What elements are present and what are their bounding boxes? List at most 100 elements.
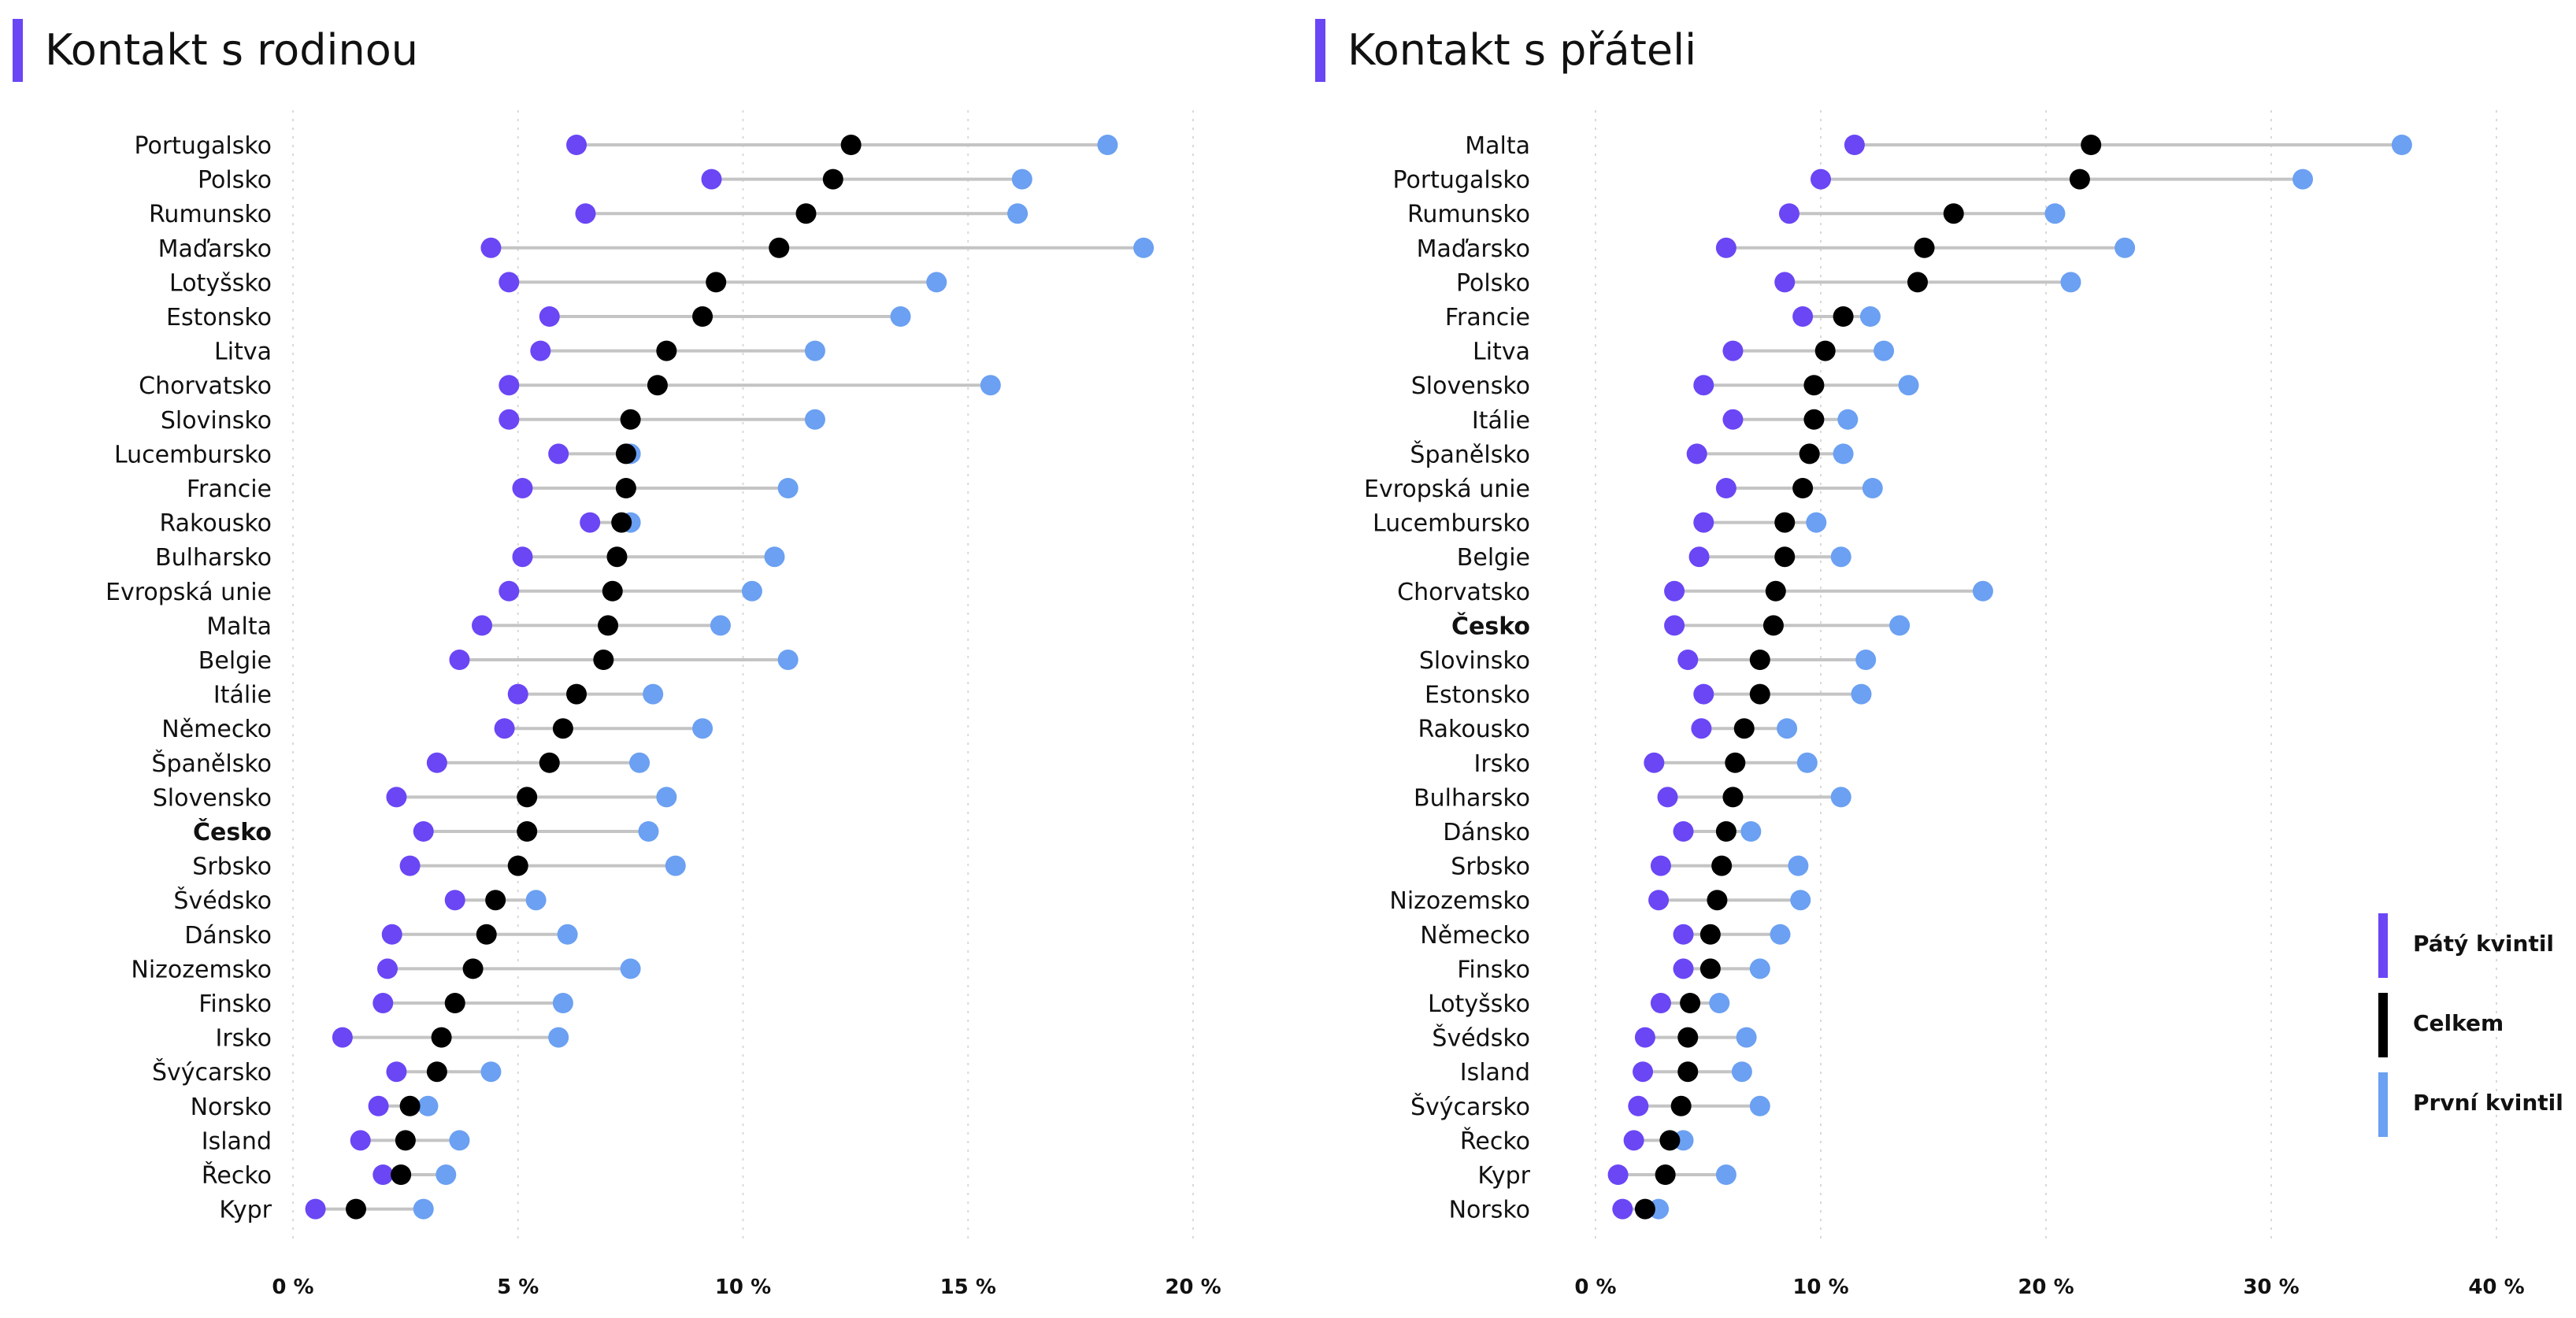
point-total xyxy=(399,1095,421,1116)
point-fifth-quintile xyxy=(377,958,398,979)
point-total xyxy=(1814,340,1836,361)
point-first-quintile xyxy=(449,1130,470,1151)
point-total xyxy=(1711,855,1733,876)
point-fifth-quintile xyxy=(373,993,394,1013)
point-fifth-quintile xyxy=(1774,272,1796,293)
point-fifth-quintile xyxy=(386,1061,407,1083)
point-fifth-quintile xyxy=(1648,890,1670,911)
category-label: Srbsko xyxy=(1451,853,1530,881)
point-total xyxy=(1803,409,1825,430)
point-fifth-quintile xyxy=(1686,443,1707,465)
x-tick-label: 10 % xyxy=(1792,1275,1848,1299)
legend-item-fifth-quintile: Pátý kvintil xyxy=(2378,913,2567,978)
category-label: Lotyšsko xyxy=(1428,990,1530,1018)
point-fifth-quintile xyxy=(1644,752,1665,773)
point-fifth-quintile xyxy=(580,512,601,533)
point-first-quintile xyxy=(2391,135,2412,155)
point-fifth-quintile xyxy=(1664,580,1685,602)
point-fifth-quintile xyxy=(472,615,493,636)
point-first-quintile xyxy=(1777,718,1798,739)
legend-swatch xyxy=(2378,913,2388,978)
point-total xyxy=(602,580,623,602)
category-label: Itálie xyxy=(213,682,272,709)
category-label: Švédsko xyxy=(1432,1024,1530,1053)
point-fifth-quintile xyxy=(512,478,533,498)
point-fifth-quintile xyxy=(1693,375,1714,396)
x-tick-label: 15 % xyxy=(940,1275,996,1299)
point-total xyxy=(1725,752,1746,773)
point-total xyxy=(692,306,713,327)
point-fifth-quintile xyxy=(386,787,407,808)
point-total xyxy=(426,1061,447,1083)
point-first-quintile xyxy=(2292,168,2314,190)
category-label: Norsko xyxy=(191,1094,272,1121)
point-fifth-quintile xyxy=(507,683,528,705)
point-total xyxy=(611,512,632,533)
point-total xyxy=(476,924,497,945)
category-label: Slovinsko xyxy=(1419,647,1530,675)
point-first-quintile xyxy=(926,272,947,293)
category-label: Německo xyxy=(1420,922,1530,950)
chart-title-friends: Kontakt s přáteli xyxy=(1347,25,1697,75)
point-fifth-quintile xyxy=(1634,1027,1655,1048)
point-fifth-quintile xyxy=(575,203,596,224)
category-label: Polsko xyxy=(198,167,272,194)
point-first-quintile xyxy=(1796,752,1818,773)
point-total xyxy=(2069,168,2090,190)
category-label: Švýcarsko xyxy=(152,1057,272,1087)
point-first-quintile xyxy=(1830,787,1851,808)
point-total xyxy=(517,821,538,842)
point-fifth-quintile xyxy=(1778,203,1799,224)
point-first-quintile xyxy=(1736,1027,1757,1048)
point-total xyxy=(346,1198,367,1220)
point-total xyxy=(1774,512,1796,533)
category-label: Česko xyxy=(1451,611,1530,640)
legend-swatch xyxy=(2378,1072,2388,1137)
point-first-quintile xyxy=(1874,340,1895,361)
category-label: Bulharsko xyxy=(155,544,272,572)
point-fifth-quintile xyxy=(1650,993,1671,1013)
point-first-quintile xyxy=(804,409,825,430)
point-first-quintile xyxy=(741,580,762,602)
point-total xyxy=(647,375,668,396)
point-fifth-quintile xyxy=(499,272,520,293)
point-fifth-quintile xyxy=(1688,546,1710,568)
point-fifth-quintile xyxy=(539,306,560,327)
point-total xyxy=(431,1027,452,1048)
point-fifth-quintile xyxy=(1844,135,1865,155)
point-first-quintile xyxy=(1851,683,1872,705)
x-tick-label: 30 % xyxy=(2243,1275,2299,1299)
point-fifth-quintile xyxy=(381,924,402,945)
point-first-quintile xyxy=(413,1198,434,1220)
point-first-quintile xyxy=(777,650,799,670)
point-total xyxy=(1677,1061,1699,1083)
legend-item-total: Celkem xyxy=(2378,993,2567,1057)
point-first-quintile xyxy=(2115,237,2136,258)
category-label: Švédsko xyxy=(173,886,272,915)
point-fifth-quintile xyxy=(499,409,520,430)
category-label: Itálie xyxy=(1472,407,1530,435)
point-first-quintile xyxy=(710,615,731,636)
category-label: Rakousko xyxy=(1418,716,1530,743)
point-total xyxy=(462,958,484,979)
point-total xyxy=(1749,683,1770,705)
point-total xyxy=(395,1130,416,1151)
point-first-quintile xyxy=(417,1095,439,1116)
point-fifth-quintile xyxy=(1650,855,1671,876)
point-first-quintile xyxy=(1889,615,1911,636)
point-first-quintile xyxy=(436,1164,457,1185)
legend-label: První kvintil xyxy=(2413,1090,2563,1116)
point-total xyxy=(1749,650,1770,670)
point-total xyxy=(593,650,614,670)
point-first-quintile xyxy=(1859,306,1881,327)
point-total xyxy=(1680,993,1701,1013)
point-fifth-quintile xyxy=(449,650,470,670)
legend-label: Pátý kvintil xyxy=(2413,931,2555,957)
point-fifth-quintile xyxy=(444,890,465,911)
point-fifth-quintile xyxy=(1657,787,1678,808)
category-label: Dánsko xyxy=(184,922,272,950)
category-label: Finsko xyxy=(198,990,272,1018)
point-first-quintile xyxy=(629,752,650,773)
